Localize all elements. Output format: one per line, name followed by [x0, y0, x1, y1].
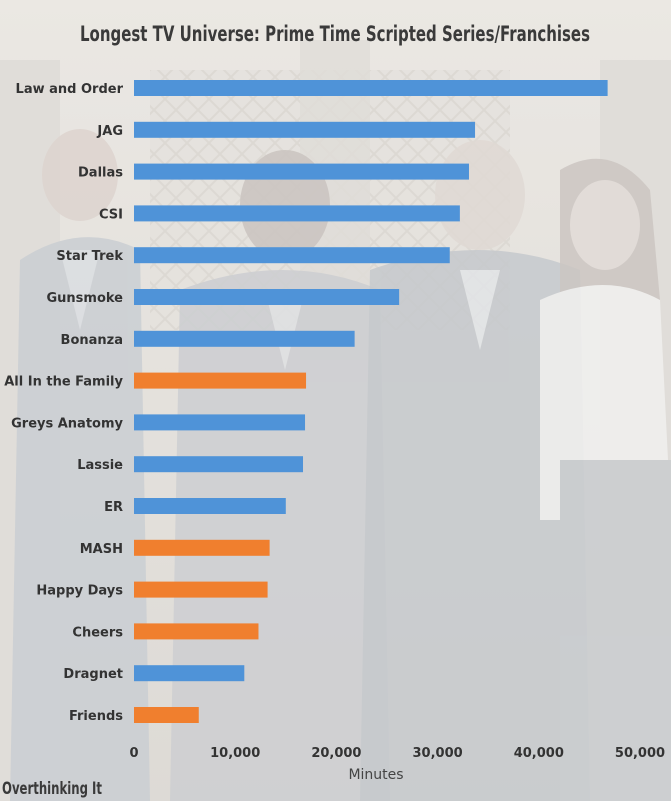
chart-title: Longest TV Universe: Prime Time Scripted…: [80, 22, 590, 46]
category-labels: Law and Order JAG Dallas CSI Star Trek Gunsmo…: [4, 82, 123, 724]
bar-csi: [134, 205, 460, 222]
x-tick-label: 10,000: [210, 746, 260, 761]
category-label-law-and-order: Law and Order: [16, 82, 124, 97]
bars-group: [134, 80, 608, 723]
bar-star-trek: [134, 247, 450, 264]
category-label-gunsmoke: Gunsmoke: [46, 291, 123, 306]
category-label-dragnet: Dragnet: [63, 667, 123, 682]
category-label-star-trek: Star Trek: [56, 249, 123, 264]
category-label-cheers: Cheers: [72, 625, 123, 640]
x-tick-label: 0: [129, 746, 138, 761]
bar-bonanza: [134, 330, 355, 347]
category-label-jag: JAG: [96, 124, 123, 139]
bar-friends: [134, 707, 199, 723]
category-label-csi: CSI: [99, 207, 123, 222]
bar-law-and-order: [134, 80, 608, 96]
bar-greys-anatomy: [134, 414, 306, 431]
bar-er: [134, 498, 286, 514]
category-label-greys-anatomy: Greys Anatomy: [11, 416, 123, 431]
category-label-dallas: Dallas: [78, 166, 123, 181]
watermark-text: Overthinking It: [2, 779, 102, 799]
bar-jag: [134, 121, 476, 138]
x-axis-label: Minutes: [348, 767, 403, 783]
bar-mash: [134, 539, 270, 556]
category-label-friends: Friends: [69, 709, 123, 724]
bar-lassie: [134, 456, 304, 473]
category-label-happy-days: Happy Days: [36, 584, 123, 599]
bar-all-in-the-family: [134, 372, 307, 389]
bar-dragnet: [134, 665, 245, 682]
category-label-bonanza: Bonanza: [61, 333, 123, 348]
category-label-lassie: Lassie: [77, 458, 123, 473]
category-label-all-in-the-family: All In the Family: [4, 375, 123, 390]
bar-dallas: [134, 163, 469, 180]
bar-gunsmoke: [134, 289, 400, 305]
bar-happy-days: [134, 581, 268, 598]
category-label-mash: MASH: [80, 542, 123, 557]
bar-cheers: [134, 623, 259, 640]
x-tick-labels: 0 10,000 20,000 30,000 40,000 50,000: [129, 746, 665, 761]
category-label-er: ER: [104, 500, 123, 515]
x-tick-label: 40,000: [514, 746, 564, 761]
x-tick-label: 30,000: [413, 746, 463, 761]
x-tick-label: 20,000: [311, 746, 361, 761]
x-tick-label: 50,000: [615, 746, 665, 761]
